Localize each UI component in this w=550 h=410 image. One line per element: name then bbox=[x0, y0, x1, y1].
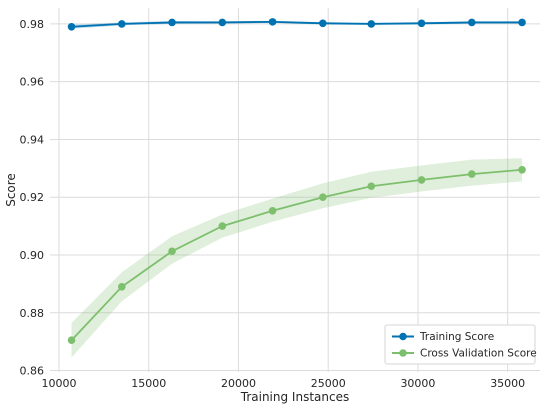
y-tick-label: 0.98 bbox=[20, 18, 45, 31]
x-tick-label: 30000 bbox=[400, 377, 435, 390]
training-score-point bbox=[518, 18, 526, 27]
y-tick-label: 0.96 bbox=[20, 76, 45, 89]
grid bbox=[50, 8, 540, 372]
training-score-point bbox=[367, 20, 376, 28]
training-score-point bbox=[467, 18, 476, 27]
y-axis-label: Score bbox=[4, 173, 18, 207]
training-score-point bbox=[268, 18, 277, 26]
cross-validation-score-point bbox=[168, 247, 176, 256]
training-score-point bbox=[319, 19, 327, 28]
cross-validation-score-point bbox=[218, 222, 227, 230]
cross-validation-score-point bbox=[417, 176, 426, 184]
plot-area bbox=[50, 8, 540, 372]
training-score-line bbox=[71, 20, 523, 28]
y-tick-label: 0.90 bbox=[20, 249, 45, 262]
y-tick-label: 0.88 bbox=[20, 307, 45, 320]
legend-label-training: Training Score bbox=[419, 331, 494, 343]
y-tick-label: 0.94 bbox=[20, 133, 45, 146]
y-tick-label: 0.92 bbox=[20, 191, 45, 204]
cross-validation-score-point bbox=[117, 282, 126, 291]
y-tick-label: 0.86 bbox=[20, 365, 45, 378]
x-tick-label: 20000 bbox=[221, 377, 256, 390]
training-score-point bbox=[218, 18, 227, 27]
cross-validation-score-point bbox=[367, 182, 376, 191]
legend: Training Score Cross Validation Score bbox=[384, 324, 537, 365]
training-score-point bbox=[168, 18, 176, 27]
legend-box bbox=[384, 324, 536, 365]
x-tick-label: 35000 bbox=[490, 377, 525, 390]
x-tick-labels: 10000 15000 20000 25000 30000 35000 bbox=[41, 377, 525, 390]
y-tick-labels: 0.86 0.88 0.90 0.92 0.94 0.96 0.98 bbox=[20, 18, 45, 378]
legend-marker-cv bbox=[399, 349, 407, 357]
legend-label-cv: Cross Validation Score bbox=[420, 348, 537, 360]
cross-validation-score-point bbox=[319, 193, 327, 202]
x-tick-label: 10000 bbox=[41, 377, 76, 390]
x-tick-label: 15000 bbox=[131, 377, 166, 390]
cross-validation-score-point bbox=[467, 170, 476, 178]
series-points bbox=[67, 18, 526, 345]
legend-marker-training bbox=[399, 332, 407, 341]
x-tick-label: 25000 bbox=[311, 377, 346, 390]
cross-validation-score-point bbox=[67, 336, 76, 345]
cross-validation-score-point bbox=[268, 207, 277, 215]
training-score-point bbox=[67, 22, 76, 31]
cross-validation-score-line bbox=[70, 168, 523, 341]
x-axis-label: Training Instances bbox=[240, 390, 349, 404]
series-lines bbox=[70, 20, 523, 341]
training-score-point bbox=[417, 19, 426, 28]
training-score-point bbox=[117, 20, 126, 28]
cross-validation-score-point bbox=[518, 165, 526, 174]
